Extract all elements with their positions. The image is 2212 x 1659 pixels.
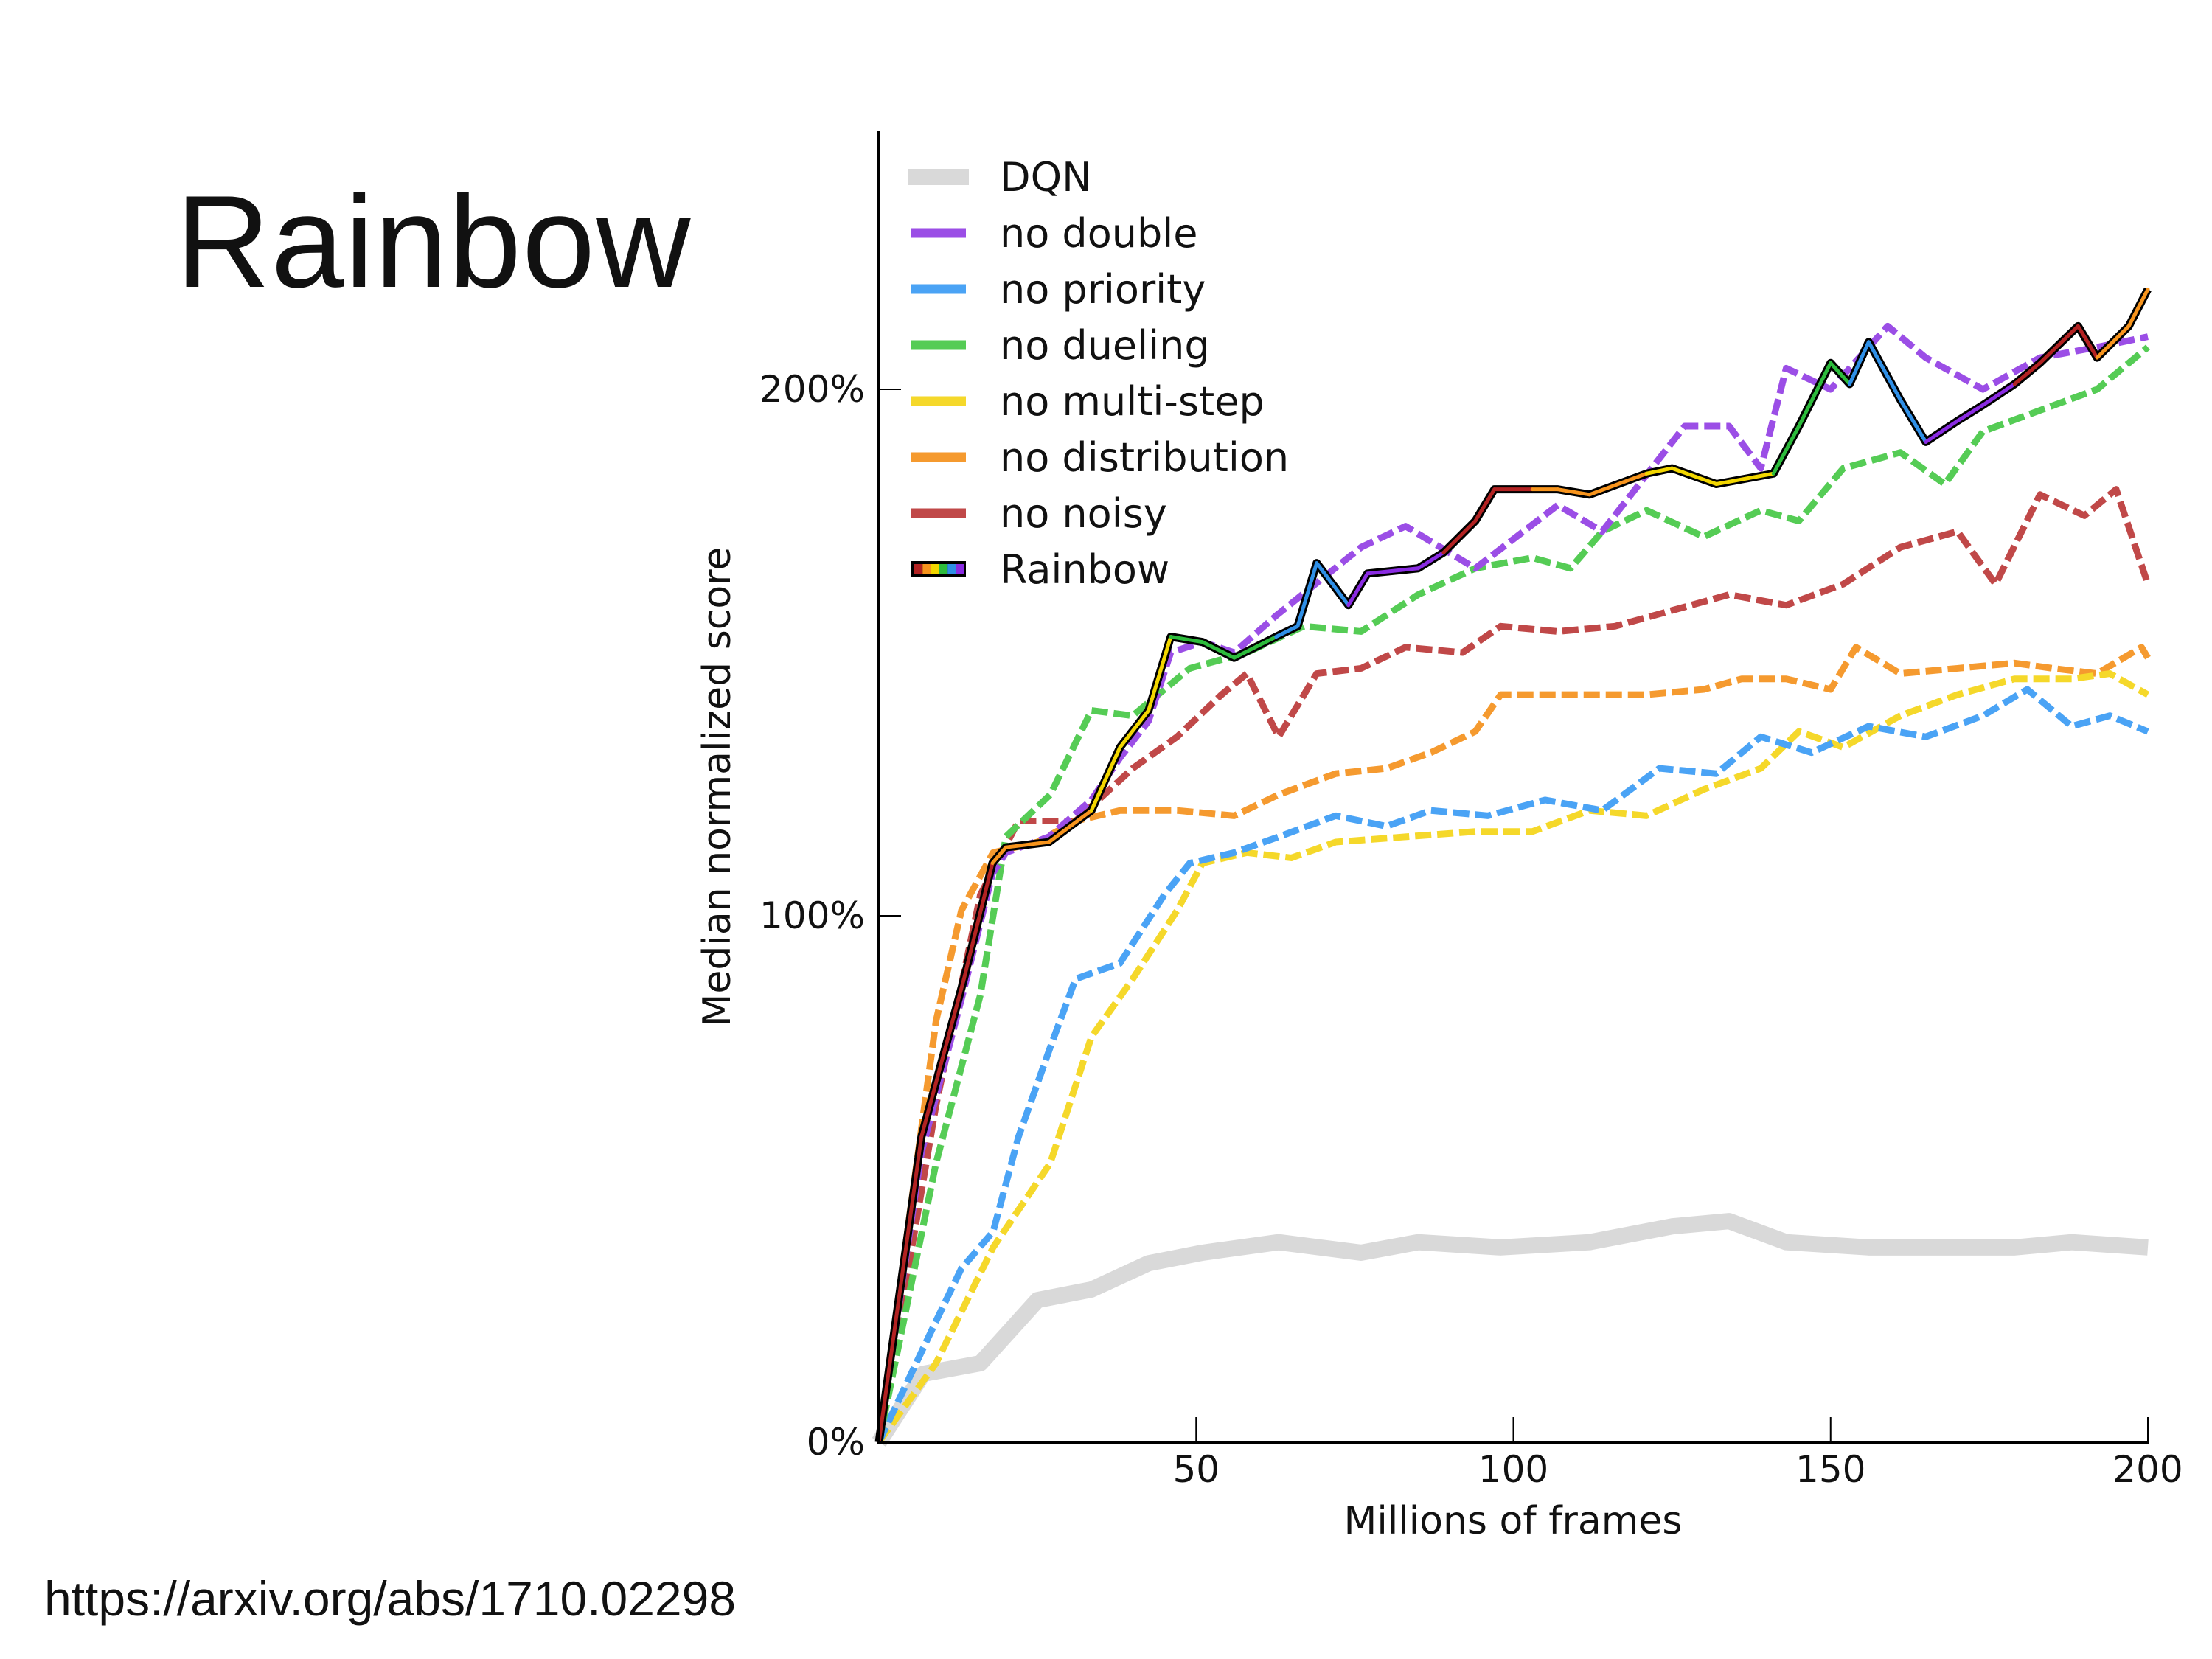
x-tick-label: 150 xyxy=(1795,1448,1865,1491)
legend: DQN no double no priority no dueling no mult… xyxy=(908,154,1289,593)
series-rainbow-segment xyxy=(1295,561,1319,628)
series-rainbow-segment xyxy=(2038,324,2080,365)
series-rainbow-segment xyxy=(1714,471,1775,487)
y-tick-label: 200% xyxy=(759,368,865,411)
series-rainbow-segment xyxy=(2095,324,2131,360)
x-tick-label: 50 xyxy=(1172,1448,1220,1491)
series-rainbow-segment xyxy=(1169,635,1205,644)
x-axis-label: Millions of frames xyxy=(1344,1499,1683,1543)
series-rainbow-segment xyxy=(990,845,1008,866)
legend-label: no double xyxy=(1000,210,1197,257)
legend-swatch-segment xyxy=(956,564,964,574)
legend-swatch-segment xyxy=(922,564,931,574)
legend-item: no distribution xyxy=(911,434,1289,481)
series-rainbow-segment xyxy=(919,977,966,1139)
legend-swatch xyxy=(911,340,966,350)
legend-swatch xyxy=(908,169,969,185)
series-rainbow-segment xyxy=(1771,424,1801,476)
series-rainbow-segment xyxy=(2076,324,2099,360)
y-tick-label: 0% xyxy=(807,1421,865,1464)
series-no-distribution-line xyxy=(875,644,2151,1443)
series-rainbow-segment xyxy=(1366,566,1420,576)
legend-label: no multi-step xyxy=(1000,378,1265,425)
series-rainbow-segment xyxy=(1898,397,1928,444)
series-rainbow-segment xyxy=(961,861,995,981)
series-rainbow-segment xyxy=(1047,808,1093,844)
series-no-double-line xyxy=(875,322,2149,1443)
legend-swatch-segment xyxy=(914,564,923,574)
legend-swatch-segment xyxy=(931,564,939,574)
source-link[interactable]: https://arxiv.org/abs/1710.02298 xyxy=(44,1571,737,1626)
series-rainbow-segment xyxy=(1089,745,1122,813)
legend-label: DQN xyxy=(1000,154,1091,201)
series-no-multi-step-line xyxy=(876,670,2150,1444)
series-rainbow-segment xyxy=(1587,471,1649,497)
legend-item: Rainbow xyxy=(911,546,1169,593)
series-rainbow-segment xyxy=(1670,466,1719,487)
legend-item: no noisy xyxy=(911,490,1167,537)
legend-item: no multi-step xyxy=(911,378,1265,425)
legend-label: Rainbow xyxy=(1000,546,1169,593)
legend-item: no double xyxy=(911,210,1197,257)
legend-swatch xyxy=(911,452,966,462)
series-rainbow-segment xyxy=(1147,635,1173,713)
slide-title: Rainbow xyxy=(175,168,692,315)
ticks: 50 100 150 200 0% 100% 200% xyxy=(759,368,2183,1491)
series-rainbow-segment xyxy=(1473,487,1497,523)
x-tick-label: 100 xyxy=(1478,1448,1548,1491)
series-rainbow-segment xyxy=(1924,419,1960,444)
legend-item: no dueling xyxy=(911,322,1210,369)
series-rainbow-segment xyxy=(1955,403,1985,423)
y-tick-label: 100% xyxy=(759,894,865,937)
legend-label: no priority xyxy=(1000,266,1206,313)
legend-swatch-segment xyxy=(947,564,956,574)
legend-item: DQN xyxy=(908,154,1091,201)
legend-swatch xyxy=(911,284,966,294)
legend-label: no noisy xyxy=(1000,490,1167,537)
legend-item: no priority xyxy=(911,266,1206,313)
series-rainbow-segment xyxy=(1848,340,1871,386)
series-rainbow-segment xyxy=(1556,487,1592,497)
series-rainbow-segment xyxy=(1980,382,2017,407)
series-rainbow-segment xyxy=(1118,709,1151,750)
x-tick-label: 200 xyxy=(2112,1448,2183,1491)
legend-swatch-segment xyxy=(939,564,948,574)
series-no-noisy-line xyxy=(875,486,2152,1443)
legend-swatch xyxy=(911,396,966,406)
series-rainbow-segment xyxy=(2012,361,2042,386)
series-rainbow-segment xyxy=(1274,624,1300,639)
y-axis-label: Median normalized score xyxy=(695,547,740,1027)
legend-swatch xyxy=(911,228,966,238)
series-no-dueling-line xyxy=(875,344,2150,1443)
series-rainbow-segment xyxy=(1797,361,1833,428)
series-dqn-line xyxy=(872,1213,2149,1447)
legend-label: no distribution xyxy=(1000,434,1289,481)
series-rainbow-segment xyxy=(1232,635,1279,660)
series-rainbow-segment xyxy=(1644,466,1674,476)
series-rainbow-segment xyxy=(1004,840,1051,849)
series-rainbow-segment xyxy=(1829,361,1852,386)
series-rainbow-segment xyxy=(2126,287,2150,328)
series-rainbow-segment xyxy=(1441,519,1478,554)
series-rainbow-segment xyxy=(1866,340,1902,402)
series-rainbow-segment xyxy=(1200,640,1237,660)
series-rainbow-segment xyxy=(1315,561,1351,608)
legend-swatch xyxy=(911,508,966,518)
legend-label: no dueling xyxy=(1000,322,1210,369)
series-no-priority-line xyxy=(875,686,2149,1444)
series-rainbow-segment xyxy=(1346,571,1370,608)
series-rainbow-segment xyxy=(877,1135,924,1444)
series-layer xyxy=(872,287,2152,1447)
series-rainbow-segment xyxy=(1416,550,1446,571)
